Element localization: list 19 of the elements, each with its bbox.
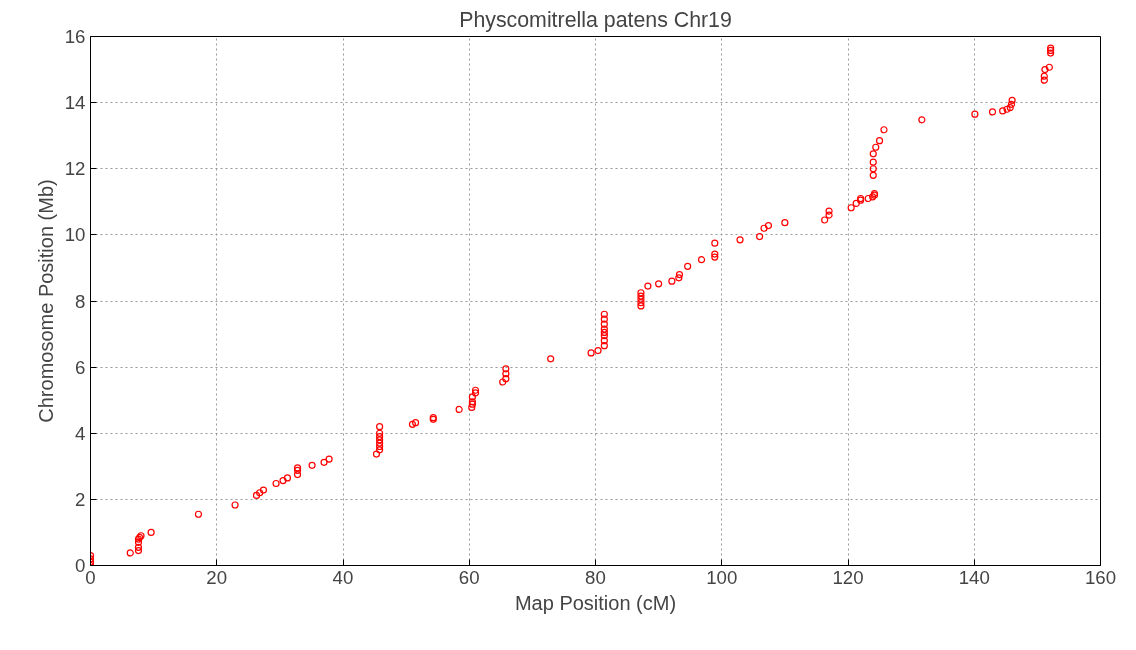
x-tick-label: 60 [458, 566, 480, 588]
y-tick-label: 6 [75, 356, 86, 378]
x-tick-label: 20 [206, 566, 228, 588]
x-tick-label: 120 [832, 566, 864, 588]
x-tick-label: 140 [958, 566, 990, 588]
y-axis-title: Chromosome Position (Mb) [34, 179, 57, 423]
y-tick-label: 4 [75, 422, 86, 444]
x-tick-label: 160 [1084, 566, 1117, 588]
y-tick-label: 10 [64, 224, 86, 246]
x-tick-label: 80 [585, 566, 606, 588]
x-tick-label: 100 [706, 566, 738, 588]
y-tick-label: 16 [64, 26, 86, 47]
y-tick-label: 2 [75, 488, 86, 510]
y-tick-label: 14 [64, 92, 86, 114]
x-tick-label: 40 [332, 566, 354, 588]
y-tick-label: 12 [64, 158, 86, 180]
chart-title: Physcomitrella patens Chr19 [459, 7, 732, 32]
x-axis-title: Map Position (cM) [514, 591, 677, 614]
y-tick-label: 8 [75, 290, 86, 312]
